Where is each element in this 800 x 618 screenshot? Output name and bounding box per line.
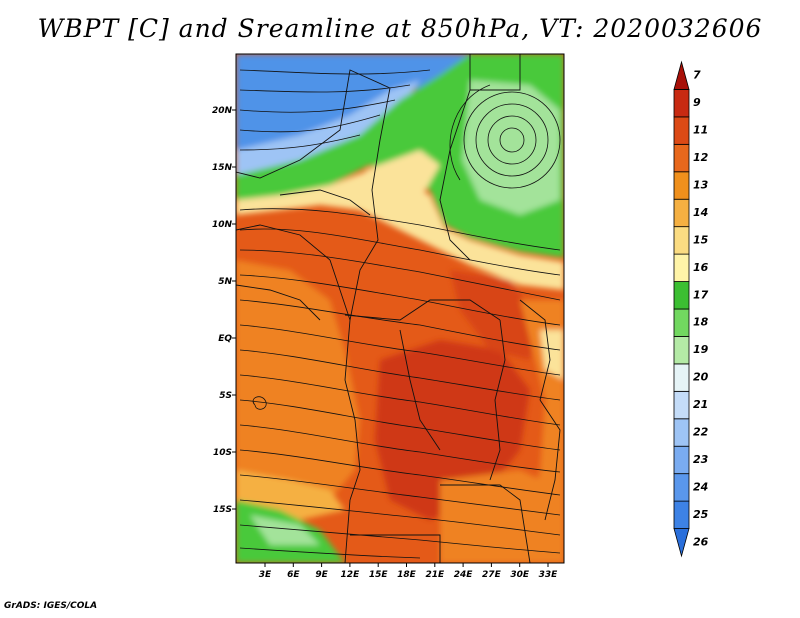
colorbar-swatch [673,171,690,200]
lon-tick-label: 6E [287,570,300,580]
colorbar-label: 22 [693,426,709,439]
colorbar-label: 12 [693,151,709,164]
lat-axis: 20N 15N 10N 5N EQ 5S 10S 15S [212,106,236,515]
lon-axis: 3E 6E 9E 12E 15E 18E 21E 24E 27E 30E 33E [259,563,558,580]
colorbar-swatch [673,528,690,558]
yellow-east [540,330,564,380]
colorbar-swatch [673,363,690,392]
colorbar-label: 23 [693,453,709,466]
colorbar-label: 19 [693,343,709,356]
colorbar-label: 15 [693,233,709,246]
colorbar-swatch [673,500,690,529]
lat-tick-label: 10N [212,220,233,230]
colorbar-swatch [673,143,690,173]
lat-tick-label: 15N [212,163,233,173]
colorbar-label: 11 [693,124,708,137]
map-frame [235,53,565,564]
lon-tick-label: 30E [510,570,530,580]
lon-tick-label: 24E [454,570,474,580]
colorbar-label: 26 [693,535,709,548]
colorbar-swatch [673,60,690,90]
colorbar-swatch [673,473,690,502]
lat-tick-label: EQ [218,334,232,344]
pale-green-south [250,515,320,545]
chart-title: WBPT [C] and Sreamline at 850hPa, VT: 20… [37,14,763,43]
colorbar-swatch [673,89,690,118]
grads-credit: GrADS: IGES/COLA [4,601,98,611]
yellow-pocket [365,150,440,205]
lon-tick-label: 33E [539,570,559,580]
colorbar-swatch [673,253,690,282]
map-panel [236,54,564,563]
pale-green-cyclone [462,80,560,215]
lon-tick-label: 9E [315,570,328,580]
colorbar-label: 9 [693,96,701,109]
colorbar-swatch [673,226,690,255]
red-east [450,270,540,360]
lon-tick-label: 18E [397,570,417,580]
colorbar-label: 17 [693,288,709,301]
colorbar-label: 16 [693,261,709,274]
lat-tick-label: 15S [213,505,232,515]
light-blue-region [236,80,420,182]
colorbar-label: 25 [693,508,709,521]
lon-tick-label: 15E [369,570,389,580]
lon-tick-label: 21E [425,570,445,580]
colorbar-swatch [673,116,690,145]
lon-tick-label: 3E [259,570,272,580]
lon-tick-label: 12E [341,570,361,580]
lat-tick-label: 10S [213,448,232,458]
streamlines [239,69,561,559]
lat-tick-label: 5N [218,277,232,287]
colorbar-label: 24 [693,480,708,493]
colorbar-swatch [673,336,690,365]
colorbar-swatch [673,390,690,420]
colorbar-label: 13 [693,179,709,192]
colorbar-swatch [673,281,690,310]
colorbar: 7 9 11 12 13 14 15 16 17 18 19 20 21 22 23 24 25 26 [673,60,709,558]
colorbar-label: 14 [693,206,708,219]
colorbar-label: 18 [693,316,709,329]
colorbar-swatch [673,445,690,475]
colorbar-swatch [673,418,690,447]
colorbar-label: 7 [693,69,701,82]
yellow-band [236,170,564,290]
colorbar-label: 20 [693,371,709,384]
orange-south [440,470,564,563]
lat-tick-label: 20N [212,106,233,116]
colorbar-swatch [673,308,690,337]
lat-tick-label: 5S [219,391,232,401]
country-borders [236,54,561,563]
colorbar-label: 21 [693,398,708,411]
colorbar-swatch [673,198,690,228]
lon-tick-label: 27E [482,570,502,580]
